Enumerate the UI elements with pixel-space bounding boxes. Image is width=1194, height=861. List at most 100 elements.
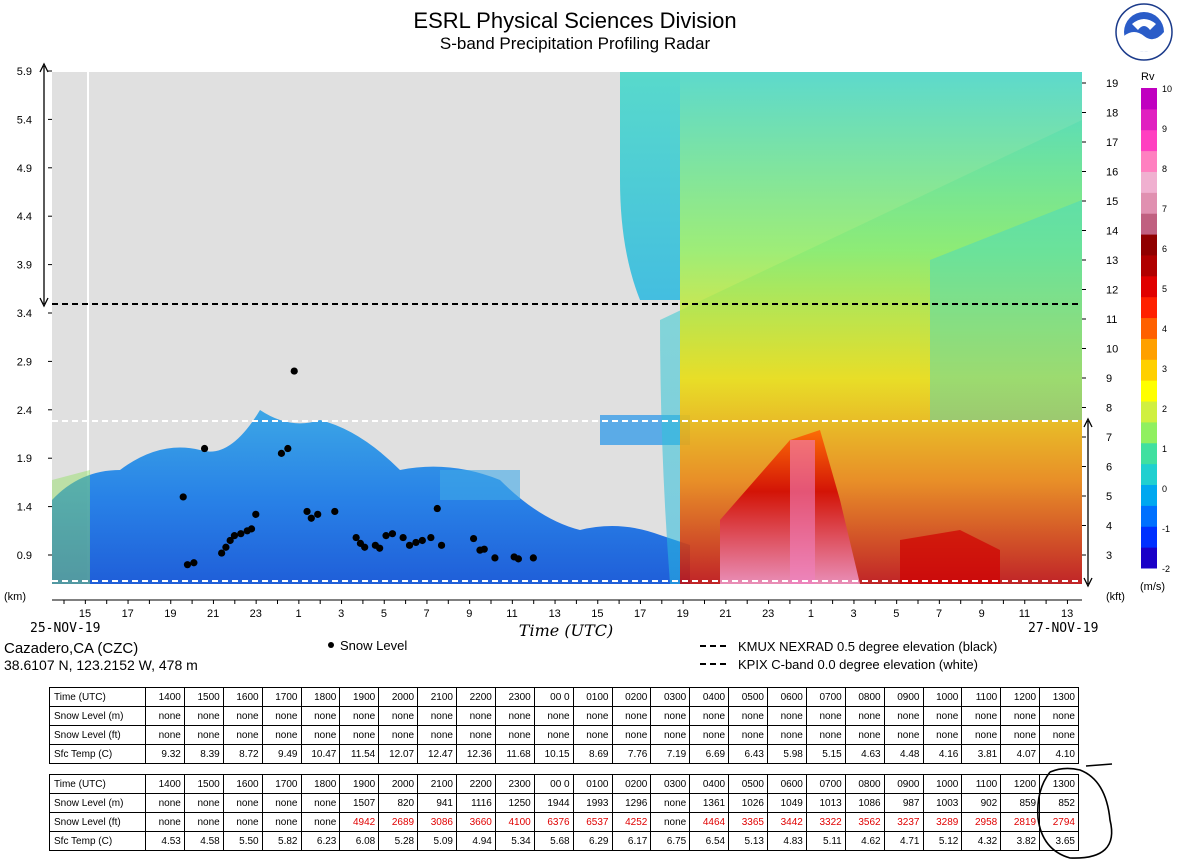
table-cell: none xyxy=(183,706,224,726)
table-cell: 4.07 xyxy=(1000,744,1041,764)
x-tick-label: 19 xyxy=(677,608,689,620)
colorbar-cell xyxy=(1141,526,1157,548)
table-header-cell: 1400 xyxy=(145,687,185,707)
table-row: Snow Level (m) none none none none none 1507 82… xyxy=(49,793,1079,813)
table-header-cell: 2100 xyxy=(417,774,457,794)
colorbar-cell xyxy=(1141,359,1157,381)
table-cell: none xyxy=(145,793,185,813)
colorbar-tick-label: 7 xyxy=(1162,204,1167,214)
table-header-cell: 1800 xyxy=(300,687,341,707)
table-cell: 6.75 xyxy=(650,831,691,851)
table-cell: 11.54 xyxy=(339,744,380,764)
table-header-cell: 0200 xyxy=(611,774,652,794)
snow-level-point xyxy=(437,541,446,549)
y-tick-label-km: 5.9 xyxy=(17,66,32,78)
colorbar-tick-label: -1 xyxy=(1162,524,1170,534)
table-header-row: Time (UTC) 1400 1500 1600 1700 1800 1900 2000 21… xyxy=(49,774,1079,794)
table-cell: none xyxy=(922,725,963,745)
colorbar-cell xyxy=(1141,192,1157,214)
colorbar: Rv -2 -1 0 1 2 3 4 5 6 7 8 9 10 (m/s) xyxy=(1140,71,1172,593)
table-header-cell: 1000 xyxy=(922,774,963,794)
colorbar-tick-label: 5 xyxy=(1162,284,1167,294)
table-header-cell: 0700 xyxy=(805,687,846,707)
colorbar-cell xyxy=(1141,129,1157,152)
snow-level-point xyxy=(247,525,256,533)
colorbar-cell xyxy=(1141,421,1157,444)
legend-kpix: KPIX C-band 0.0 degree elevation (white) xyxy=(738,657,978,672)
table-header-cell: 1200 xyxy=(1000,774,1041,794)
table-header-cell: 00 0 xyxy=(533,687,574,707)
colorbar-cell xyxy=(1141,108,1157,131)
table-cell: none xyxy=(494,725,535,745)
x-tick-label: 3 xyxy=(338,608,344,620)
table-header-cell: 1600 xyxy=(222,687,263,707)
table-cell: 3322 xyxy=(805,812,846,832)
x-tick-label: 11 xyxy=(506,608,517,620)
x-tick-label: 7 xyxy=(424,608,430,620)
table-cell: none xyxy=(883,725,924,745)
colorbar-cell xyxy=(1141,275,1157,298)
table-header-cell: 0600 xyxy=(767,774,807,794)
colorbar-tick-label: -2 xyxy=(1162,564,1170,574)
colorbar-cell xyxy=(1141,317,1157,339)
range-arrow-right xyxy=(1083,417,1093,588)
snow-level-point xyxy=(314,510,322,518)
data-table-day2: Time (UTC) 1400 1500 1600 1700 1800 1900 2000 21… xyxy=(49,774,1079,851)
table-cell: none xyxy=(1000,706,1041,726)
table-cell: 1993 xyxy=(572,793,613,813)
table-cell: 1944 xyxy=(533,793,574,813)
table-cell: 2958 xyxy=(961,812,1002,832)
colorbar-tick-label: 10 xyxy=(1162,84,1172,94)
table-cell: none xyxy=(611,725,652,745)
table-cell: 4.32 xyxy=(961,831,1002,851)
table-cell: 6.69 xyxy=(689,744,730,764)
x-tick-label: 23 xyxy=(762,608,774,620)
x-tick-label: 17 xyxy=(122,608,134,620)
table-header-cell: 2000 xyxy=(378,687,419,707)
table-cell: none xyxy=(1039,706,1079,726)
table-row: Snow Level (ft) none none none none none 4942 2… xyxy=(49,812,1079,832)
table-header-cell: 0800 xyxy=(844,687,885,707)
snow-level-point xyxy=(412,538,420,547)
table-header-cell: 0700 xyxy=(805,774,846,794)
colorbar-cell xyxy=(1141,234,1157,256)
table-cell: 1086 xyxy=(844,793,885,813)
colorbar-cell xyxy=(1141,88,1157,110)
table-cell: 5.11 xyxy=(805,831,846,851)
table-cell: none xyxy=(922,706,963,726)
table-header-cell: 1500 xyxy=(183,774,224,794)
table-cell: none xyxy=(650,725,691,745)
y-tick-label-km: 1.9 xyxy=(17,453,32,465)
y-tick-label-kft: 13 xyxy=(1106,255,1118,267)
end-date: 27-NOV-19 xyxy=(1028,621,1098,636)
table-row-label: Snow Level (m) xyxy=(49,706,146,726)
table-cell: none xyxy=(145,812,185,832)
table-cell: 12.36 xyxy=(456,744,496,764)
table-header-cell: 0300 xyxy=(650,774,691,794)
colorbar-cell xyxy=(1141,213,1157,235)
table-cell: 8.69 xyxy=(572,744,613,764)
table-cell: none xyxy=(1039,725,1079,745)
table-cell: none xyxy=(728,706,768,726)
snow-level-point xyxy=(405,541,414,549)
y-tick-label-km: 5.4 xyxy=(17,114,32,126)
snow-level-point xyxy=(237,530,245,538)
table-header-cell: 2200 xyxy=(456,774,496,794)
x-tick-label: 7 xyxy=(936,608,942,620)
table-cell: none xyxy=(261,793,302,813)
y-tick-label-km: 3.4 xyxy=(17,308,32,320)
table-cell: none xyxy=(183,793,224,813)
colorbar-cell xyxy=(1141,463,1157,486)
snow-level-point xyxy=(307,514,315,522)
snow-level-point xyxy=(399,533,407,542)
x-tick-label: 11 xyxy=(1019,608,1030,620)
colorbar-tick-label: 1 xyxy=(1162,444,1167,454)
y-tick-label-kft: 18 xyxy=(1106,108,1118,120)
table-cell: none xyxy=(145,706,185,726)
table-cell: 1003 xyxy=(922,793,963,813)
site-name: Cazadero,CA (CZC) xyxy=(4,640,139,657)
table-cell: 820 xyxy=(378,793,419,813)
table-cell: none xyxy=(183,812,224,832)
y-tick-label-kft: 3 xyxy=(1106,550,1112,562)
y-tick-label-km: 2.4 xyxy=(17,405,32,417)
